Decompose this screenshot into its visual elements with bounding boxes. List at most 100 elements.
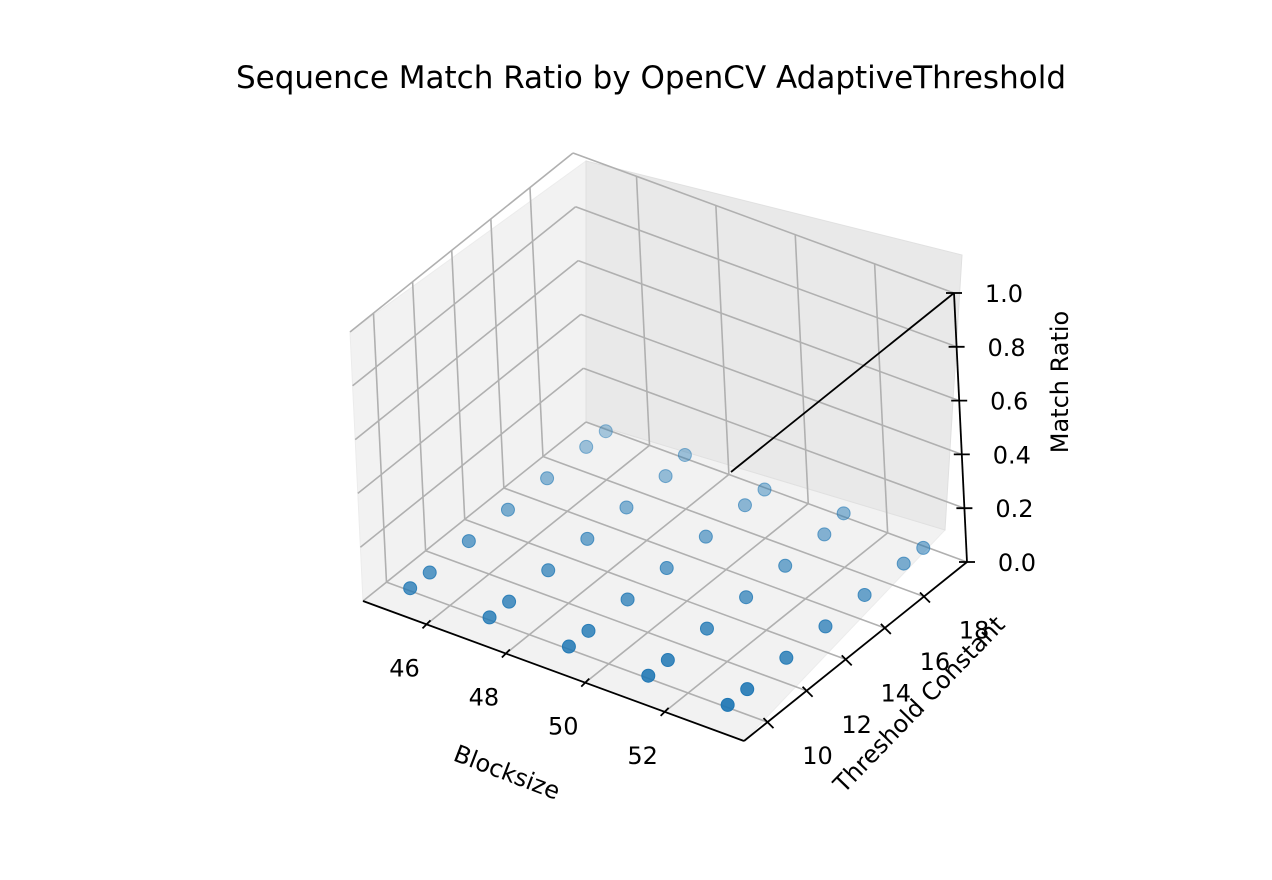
x-tick-mark bbox=[501, 648, 511, 659]
data-point bbox=[857, 587, 872, 602]
grid-line-x-back bbox=[794, 234, 810, 504]
y-tick-mark bbox=[919, 591, 931, 604]
data-point bbox=[737, 498, 752, 513]
y-axis-line bbox=[743, 561, 968, 742]
data-point bbox=[581, 623, 596, 638]
x-tick-mark bbox=[421, 619, 432, 629]
data-point bbox=[659, 561, 674, 576]
data-point bbox=[540, 471, 555, 486]
y-tick-label: 18 bbox=[959, 617, 990, 645]
data-point bbox=[740, 682, 755, 697]
data-point bbox=[817, 527, 832, 542]
data-point bbox=[818, 619, 833, 634]
grid-line-x-floor bbox=[584, 503, 809, 684]
tick-labels: 46 48 50 52 10 12 14 16 18 0.0 0.2 0.4 0.6 0.8 1.0 bbox=[389, 280, 1036, 770]
data-point bbox=[896, 556, 911, 571]
data-point bbox=[641, 668, 656, 683]
z-axis-line-top bbox=[730, 292, 955, 473]
y-tick-label: 14 bbox=[880, 679, 911, 707]
y-tick-mark bbox=[880, 623, 892, 635]
data-point bbox=[677, 447, 692, 462]
grid-line-z-wall bbox=[362, 421, 587, 602]
data-point bbox=[620, 592, 635, 607]
grid-line-z-wall bbox=[352, 206, 577, 387]
grid-line-x-back bbox=[715, 205, 730, 475]
x-tick-label: 52 bbox=[627, 742, 658, 770]
y-tick-label: 10 bbox=[802, 742, 833, 770]
grid-line-x-floor bbox=[664, 532, 889, 713]
grid-line-z-wall bbox=[359, 367, 584, 548]
chart-title: Sequence Match Ratio by OpenCV AdaptiveT… bbox=[236, 60, 1066, 96]
z-tick-label: 0.4 bbox=[993, 441, 1031, 469]
data-point bbox=[580, 531, 595, 546]
z-tick-label: 0.0 bbox=[998, 549, 1036, 577]
grid-line-y-floor bbox=[503, 487, 886, 629]
data-point bbox=[660, 653, 675, 668]
data-point bbox=[598, 424, 613, 439]
grid-line-z-back bbox=[577, 259, 960, 402]
data-point bbox=[699, 621, 714, 636]
data-point bbox=[403, 581, 418, 596]
data-point bbox=[836, 506, 851, 521]
grid-line-y-floor bbox=[386, 581, 768, 723]
z-tick-label: 1.0 bbox=[985, 280, 1023, 308]
grid-line-z-back bbox=[585, 421, 968, 563]
data-point bbox=[658, 469, 673, 484]
grid-line-y-wall bbox=[450, 250, 466, 520]
data-point bbox=[561, 639, 576, 654]
x-tick-mark bbox=[580, 678, 590, 688]
x-tick-mark bbox=[659, 707, 670, 717]
grid-line-z-wall bbox=[354, 259, 579, 441]
y-tick-label: 12 bbox=[841, 711, 872, 739]
grid-line-y-floor bbox=[542, 455, 925, 598]
y-tick-mark bbox=[801, 686, 814, 698]
data-point bbox=[482, 610, 497, 625]
data-point bbox=[422, 565, 437, 580]
data-point bbox=[619, 500, 634, 515]
data-point bbox=[757, 482, 772, 497]
data-point bbox=[916, 540, 931, 555]
grid-line-z-back bbox=[575, 206, 957, 348]
grid-line-y-floor bbox=[464, 518, 846, 661]
data-point bbox=[698, 529, 713, 544]
data-point bbox=[779, 650, 794, 665]
y-tick-mark bbox=[841, 654, 853, 666]
z-axis-label: Match Ratio bbox=[1046, 311, 1074, 453]
z-tick-label: 0.8 bbox=[988, 334, 1026, 362]
grid-line-y-wall bbox=[411, 281, 427, 551]
data-point bbox=[502, 594, 517, 609]
grid-line-z-back bbox=[580, 313, 963, 456]
grid-line-y-floor bbox=[425, 550, 807, 692]
grid-line-x-back bbox=[635, 176, 651, 446]
grid-line-z-wall bbox=[349, 152, 574, 333]
grid-line-y-wall bbox=[490, 218, 505, 488]
y-tick-label: 16 bbox=[920, 648, 951, 676]
grid-line-y-wall bbox=[372, 313, 388, 583]
grid-line-z-wall bbox=[357, 313, 582, 495]
data-point bbox=[500, 502, 515, 517]
data-point bbox=[541, 563, 556, 578]
data-point bbox=[739, 590, 754, 605]
grid-line-z-back bbox=[572, 152, 955, 294]
z-tick-label: 0.2 bbox=[995, 495, 1033, 523]
panes bbox=[349, 160, 963, 742]
z-axis-line bbox=[953, 292, 968, 563]
grid-line-x-floor bbox=[425, 444, 651, 625]
y-axis-label: Threshold Constant bbox=[827, 611, 1010, 799]
x-tick-label: 46 bbox=[389, 654, 420, 682]
grid-line-x-back bbox=[873, 263, 889, 533]
grid-line-y-wall bbox=[529, 187, 544, 457]
data-point bbox=[720, 697, 735, 712]
x-tick-label: 48 bbox=[469, 684, 500, 712]
y-tick-mark bbox=[762, 717, 775, 729]
data-points bbox=[403, 424, 931, 712]
x-tick-label: 50 bbox=[548, 713, 579, 741]
z-tick-label: 0.6 bbox=[990, 388, 1028, 416]
grid-lines bbox=[349, 152, 968, 723]
data-point bbox=[778, 558, 793, 573]
data-point bbox=[579, 439, 594, 454]
data-point bbox=[461, 534, 476, 549]
x-axis-label: Blocksize bbox=[450, 739, 564, 805]
grid-line-x-floor bbox=[505, 473, 730, 655]
